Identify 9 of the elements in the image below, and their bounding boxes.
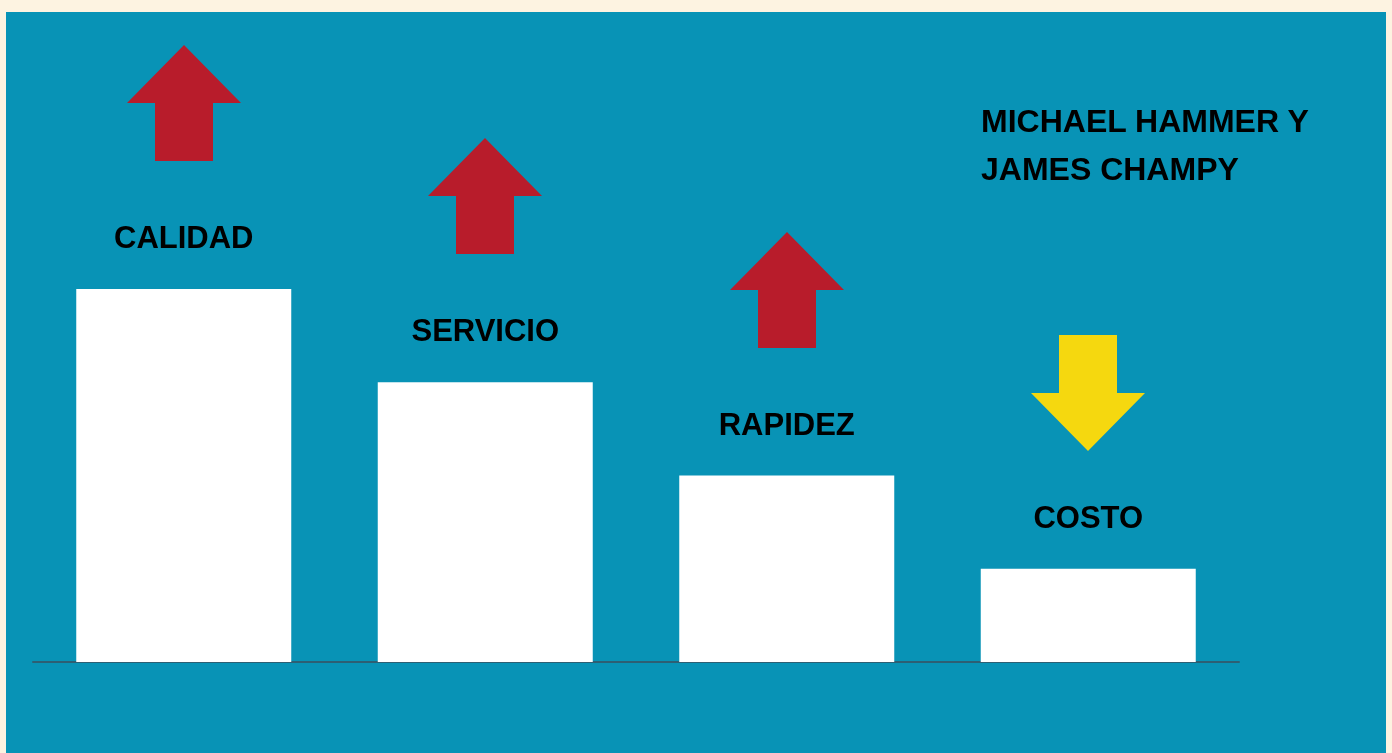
- x-tick-label: CALIDAD: [114, 220, 254, 255]
- chart-title: MICHAEL HAMMER Y JAMES CHAMPY: [981, 103, 1318, 187]
- bar: [679, 475, 895, 662]
- bar: [76, 289, 292, 662]
- bar: [980, 568, 1196, 662]
- bar: [377, 382, 593, 662]
- x-tick-label: SERVICIO: [411, 313, 560, 349]
- x-tick-label: RAPIDEZ: [718, 406, 855, 442]
- x-tick-label: COSTO: [1033, 499, 1144, 535]
